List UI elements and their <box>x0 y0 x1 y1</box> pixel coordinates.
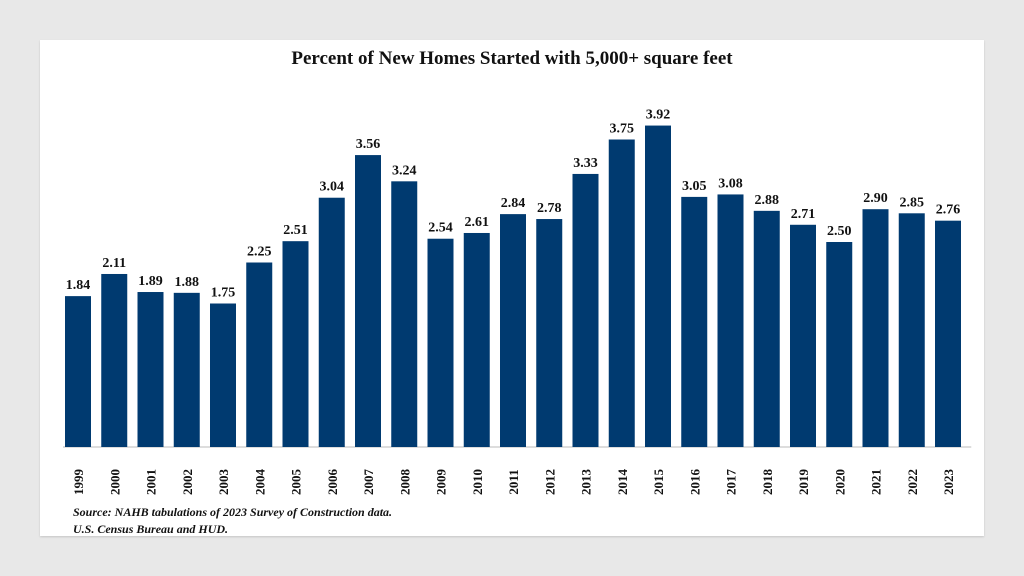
x-tick-label-2017: 2017 <box>724 469 739 496</box>
x-tick-label-2003: 2003 <box>216 469 231 496</box>
data-label-2003: 1.75 <box>211 286 236 301</box>
data-label-2015: 3.92 <box>646 108 671 123</box>
bar-2022 <box>898 213 925 447</box>
data-label-2022: 2.85 <box>900 195 925 210</box>
bar-chart: 1.84 1999 2.11 2000 1.89 2001 1.88 2002 1.75 2003… <box>63 108 972 496</box>
bar-2006 <box>318 197 345 447</box>
x-tick-label-2000: 2000 <box>107 469 122 495</box>
bar-2018 <box>753 210 780 447</box>
data-label-2004: 2.25 <box>247 245 272 260</box>
x-tick-label-2013: 2013 <box>579 469 594 496</box>
bar-2020 <box>826 242 853 447</box>
x-tick-label-2004: 2004 <box>252 469 267 496</box>
data-label-2002: 1.88 <box>175 275 200 290</box>
data-label-2019: 2.71 <box>791 207 816 222</box>
source-line-1: Source: NAHB tabulations of 2023 Survey … <box>73 505 393 519</box>
data-label-2011: 2.84 <box>501 196 526 211</box>
x-tick-label-2011: 2011 <box>506 469 521 494</box>
x-tick-label-2002: 2002 <box>180 469 195 495</box>
data-label-2013: 3.33 <box>573 156 598 171</box>
bar-1999 <box>65 296 91 447</box>
data-label-2020: 2.50 <box>827 224 852 239</box>
data-label-2021: 2.90 <box>863 191 888 206</box>
data-label-2008: 3.24 <box>392 163 417 178</box>
bar-2009 <box>427 238 454 447</box>
data-label-2001: 1.89 <box>138 274 163 289</box>
data-label-2017: 3.08 <box>718 176 743 191</box>
chart-card: Percent of New Homes Started with 5,000+… <box>40 40 984 536</box>
data-label-2000: 2.11 <box>102 256 126 271</box>
bar-2001 <box>137 292 164 447</box>
bar-2017 <box>717 194 744 447</box>
data-label-2016: 3.05 <box>682 179 707 194</box>
x-tick-label-2005: 2005 <box>289 469 304 496</box>
bar-2021 <box>862 209 889 447</box>
data-label-2014: 3.75 <box>610 122 635 137</box>
x-tick-label-2014: 2014 <box>615 469 630 496</box>
bar-2003 <box>210 303 236 447</box>
bar-2004 <box>246 262 273 447</box>
chart-source: Source: NAHB tabulations of 2023 Survey … <box>73 504 392 538</box>
bar-2007 <box>355 155 381 447</box>
bar-2016 <box>681 196 708 447</box>
bar-2008 <box>391 181 418 447</box>
x-tick-label-2016: 2016 <box>687 469 702 496</box>
chart-title: Percent of New Homes Started with 5,000+… <box>291 48 733 69</box>
x-tick-label-2019: 2019 <box>796 469 811 496</box>
x-tick-label-2023: 2023 <box>941 469 956 496</box>
data-label-2023: 2.76 <box>936 203 961 218</box>
data-label-2006: 3.04 <box>320 180 345 195</box>
bar-2011 <box>500 214 526 447</box>
bar-2005 <box>282 241 309 447</box>
x-tick-label-2001: 2001 <box>144 469 159 495</box>
bar-2015 <box>645 125 671 447</box>
data-label-2007: 3.56 <box>356 137 381 152</box>
bar-2012 <box>536 219 563 447</box>
x-tick-label-2021: 2021 <box>869 469 884 495</box>
data-label-2010: 2.61 <box>465 215 490 230</box>
data-label-2009: 2.54 <box>428 221 453 236</box>
x-tick-label-2006: 2006 <box>325 469 340 496</box>
bar-2002 <box>173 292 200 447</box>
bar-2014 <box>608 139 635 447</box>
x-tick-label-2012: 2012 <box>542 469 557 495</box>
data-label-2005: 2.51 <box>283 223 308 238</box>
x-tick-label-2015: 2015 <box>651 469 666 496</box>
data-label-1999: 1.84 <box>66 278 91 293</box>
data-label-2018: 2.88 <box>755 193 780 208</box>
source-line-2: U.S. Census Bureau and HUD. <box>73 522 229 536</box>
x-tick-label-2022: 2022 <box>905 469 920 495</box>
bar-2010 <box>463 232 490 447</box>
data-label-2012: 2.78 <box>537 201 562 216</box>
x-tick-label-1999: 1999 <box>71 469 86 496</box>
x-tick-label-2010: 2010 <box>470 469 485 495</box>
x-tick-label-2008: 2008 <box>397 469 412 496</box>
bar-2023 <box>935 220 961 447</box>
bar-2013 <box>572 173 599 447</box>
x-tick-label-2018: 2018 <box>760 469 775 496</box>
bar-2019 <box>790 224 816 447</box>
x-tick-label-2009: 2009 <box>434 469 449 496</box>
bar-2000 <box>101 273 128 447</box>
x-tick-label-2020: 2020 <box>832 469 847 495</box>
x-tick-label-2007: 2007 <box>361 469 376 496</box>
